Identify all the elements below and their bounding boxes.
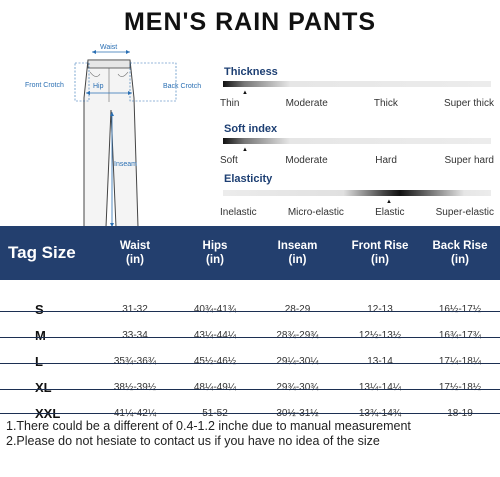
inseam-cell: 28¾-29¾ [276, 329, 319, 341]
table-row: S 31-32 40¾-41¾ 28-29 12-13 16½-17½ [0, 296, 500, 322]
front-rise-cell: 12-13 [367, 303, 393, 315]
inseam-cell: 29¼-30¼ [276, 355, 319, 367]
level-label: Elastic [375, 207, 405, 218]
size-chart-table: Tag Size Waist (in) Hips (in) Inseam (in) F… [0, 226, 500, 426]
note-line: 2.Please do not hesiate to contact us if… [6, 434, 380, 448]
thickness-levels: Thin Moderate Thick Super thick [220, 98, 494, 109]
pants-diagram-icon [74, 50, 177, 228]
level-label: Micro-elastic [287, 207, 344, 218]
column-header-tag-size: Tag Size [8, 243, 76, 262]
front-crotch-label: Front Crotch [25, 82, 64, 89]
front-rise-cell: 13¼-14¼ [358, 381, 402, 393]
level-label: Thin [220, 98, 240, 109]
selection-arrow-icon: ▲ [242, 90, 248, 96]
soft-index-title: Soft index [224, 123, 278, 135]
note-line: 1.There could be a different of 0.4-1.2 … [6, 419, 411, 433]
column-header-inseam: Inseam (in) [277, 240, 318, 266]
size-notes: 1.There could be a different of 0.4-1.2 … [6, 419, 411, 449]
soft-index-scale [223, 138, 491, 144]
column-header-front-rise: Front Rise (in) [351, 240, 409, 266]
elasticity-title: Elasticity [224, 173, 273, 185]
level-label: Moderate [285, 98, 328, 109]
inseam-cell: 28-29 [284, 303, 311, 315]
row-divider [0, 363, 500, 364]
table-row: M 33-34 43¼-44¼ 28¾-29¾ 12½-13½ 16¾-17¾ [0, 322, 500, 348]
inseam-cell: 29¾-30¾ [276, 381, 319, 393]
row-divider [0, 311, 500, 312]
row-divider [0, 389, 500, 390]
waist-cell: 33-34 [122, 329, 148, 341]
level-label: Super hard [444, 155, 494, 166]
size-cell: XL [35, 379, 52, 395]
back-rise-cell: 17½-18½ [438, 381, 482, 393]
thickness-title: Thickness [224, 66, 278, 78]
level-label: Hard [375, 155, 397, 166]
waist-cell: 31-32 [122, 303, 148, 315]
front-rise-cell: 12½-13½ [358, 329, 402, 341]
row-divider [0, 413, 500, 414]
table-row: L 35¾-36¾ 45½-46½ 29¼-30¼ 13-14 17¼-18¼ [0, 348, 500, 374]
back-rise-cell: 16¾-17¾ [438, 329, 482, 341]
selection-arrow-icon: ▲ [386, 199, 392, 205]
front-rise-cell: 13-14 [367, 355, 393, 367]
size-cell: M [35, 327, 46, 343]
hips-cell: 43¼-44¼ [193, 329, 237, 341]
hips-cell: 40¾-41¾ [193, 303, 237, 315]
inseam-label: Inseam [114, 161, 137, 168]
table-header-row: Tag Size Waist (in) Hips (in) Inseam (in) F… [0, 226, 500, 280]
hips-cell: 45½-46½ [193, 355, 237, 367]
column-header-hips: Hips (in) [202, 240, 228, 266]
column-header-back-rise: Back Rise (in) [432, 240, 488, 266]
level-label: Moderate [285, 155, 328, 166]
level-label: Soft [220, 155, 238, 166]
level-label: Super thick [443, 98, 494, 109]
back-rise-cell: 16½-17½ [438, 303, 482, 315]
waist-cell: 38½-39½ [113, 381, 157, 393]
pants-measurement-diagram: Waist Front Crotch Hip Back Crotch Insea… [20, 40, 215, 235]
thickness-scale [223, 81, 491, 87]
waist-cell: 35¾-36¾ [113, 355, 157, 367]
level-label: Inelastic [220, 207, 257, 218]
page-title: MEN'S RAIN PANTS [123, 8, 377, 36]
back-rise-cell: 17¼-18¼ [438, 355, 482, 367]
waist-label: Waist [100, 44, 118, 51]
size-cell: L [35, 353, 43, 369]
elasticity-levels: Inelastic Micro-elastic Elastic Super-el… [220, 207, 494, 218]
level-label: Super-elastic [435, 207, 494, 218]
selection-arrow-icon: ▲ [242, 147, 248, 153]
hip-label: Hip [93, 83, 104, 90]
back-crotch-label: Back Crotch [163, 83, 202, 90]
column-header-waist: Waist (in) [119, 240, 151, 266]
hips-cell: 48¼-49¼ [193, 381, 237, 393]
level-label: Thick [373, 98, 398, 109]
soft-index-levels: Soft Moderate Hard Super hard [220, 155, 494, 166]
elasticity-scale [223, 190, 491, 196]
row-divider [0, 337, 500, 338]
size-cell: S [35, 301, 44, 317]
table-row: XL 38½-39½ 48¼-49¼ 29¾-30¾ 13¼-14¼ 17½-1… [0, 374, 500, 400]
